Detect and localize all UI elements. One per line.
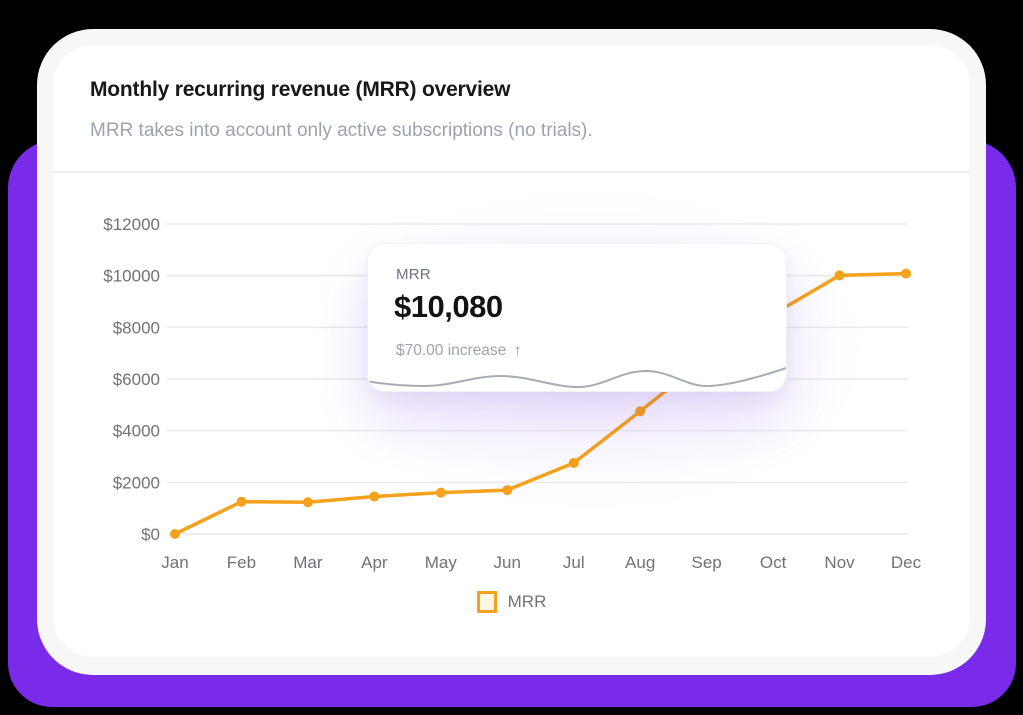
y-axis-tick-label: $0 [141, 525, 160, 544]
x-axis-tick-label: Mar [293, 553, 323, 572]
y-axis-tick-label: $2000 [113, 473, 160, 492]
y-axis-tick-label: $4000 [113, 422, 160, 441]
mrr-data-point[interactable] [502, 485, 513, 496]
x-axis-tick-label: Oct [760, 553, 787, 572]
tooltip-delta: $70.00 increase ↑ [396, 341, 522, 361]
x-axis-tick-label: Nov [824, 553, 855, 572]
card-title: Monthly recurring revenue (MRR) overview [90, 78, 511, 101]
mrr-data-point[interactable] [568, 457, 579, 468]
mrr-legend-label[interactable]: MRR [507, 592, 547, 611]
tooltip-sparkline-path [368, 366, 786, 389]
x-axis-tick-label: May [425, 553, 458, 572]
y-axis-tick-label: $6000 [113, 370, 160, 389]
x-axis-tick-label: Dec [891, 553, 922, 572]
x-axis-tick-label: Jun [494, 553, 521, 572]
x-axis-tick-label: Apr [361, 553, 388, 572]
mrr-data-point[interactable] [170, 529, 180, 539]
mrr-data-point[interactable] [369, 491, 380, 502]
y-axis-tick-label: $12000 [103, 215, 160, 234]
card-subtitle: MRR takes into account only active subsc… [90, 120, 593, 141]
x-axis-tick-label: Feb [227, 553, 256, 572]
mrr-data-point[interactable] [834, 270, 845, 281]
x-axis-tick-label: Jul [563, 553, 585, 572]
mrr-data-point[interactable] [302, 497, 313, 508]
tooltip-value: $10,080 [394, 289, 503, 324]
x-axis-tick-label: Sep [692, 553, 722, 572]
x-axis-tick-label: Jan [161, 553, 188, 572]
header-divider [53, 171, 970, 173]
tooltip-sparkline [368, 366, 786, 389]
tooltip-series-label: MRR [396, 266, 431, 283]
mrr-data-point[interactable] [435, 487, 446, 498]
chart-tooltip: MRR $10,080 $70.00 increase ↑ [367, 243, 787, 392]
arrow-up-icon: ↑ [513, 341, 522, 360]
tooltip-delta-text: $70.00 increase [396, 342, 507, 359]
mrr-data-point[interactable] [236, 496, 247, 507]
y-axis-tick-label: $8000 [113, 318, 160, 337]
mrr-data-point[interactable] [635, 406, 646, 417]
y-axis-tick-label: $10000 [103, 267, 160, 286]
chart-legend: MRR [53, 588, 970, 616]
mrr-legend-swatch-icon[interactable] [476, 591, 497, 613]
x-axis-tick-label: Aug [625, 553, 655, 572]
mrr-data-point[interactable] [901, 268, 911, 279]
